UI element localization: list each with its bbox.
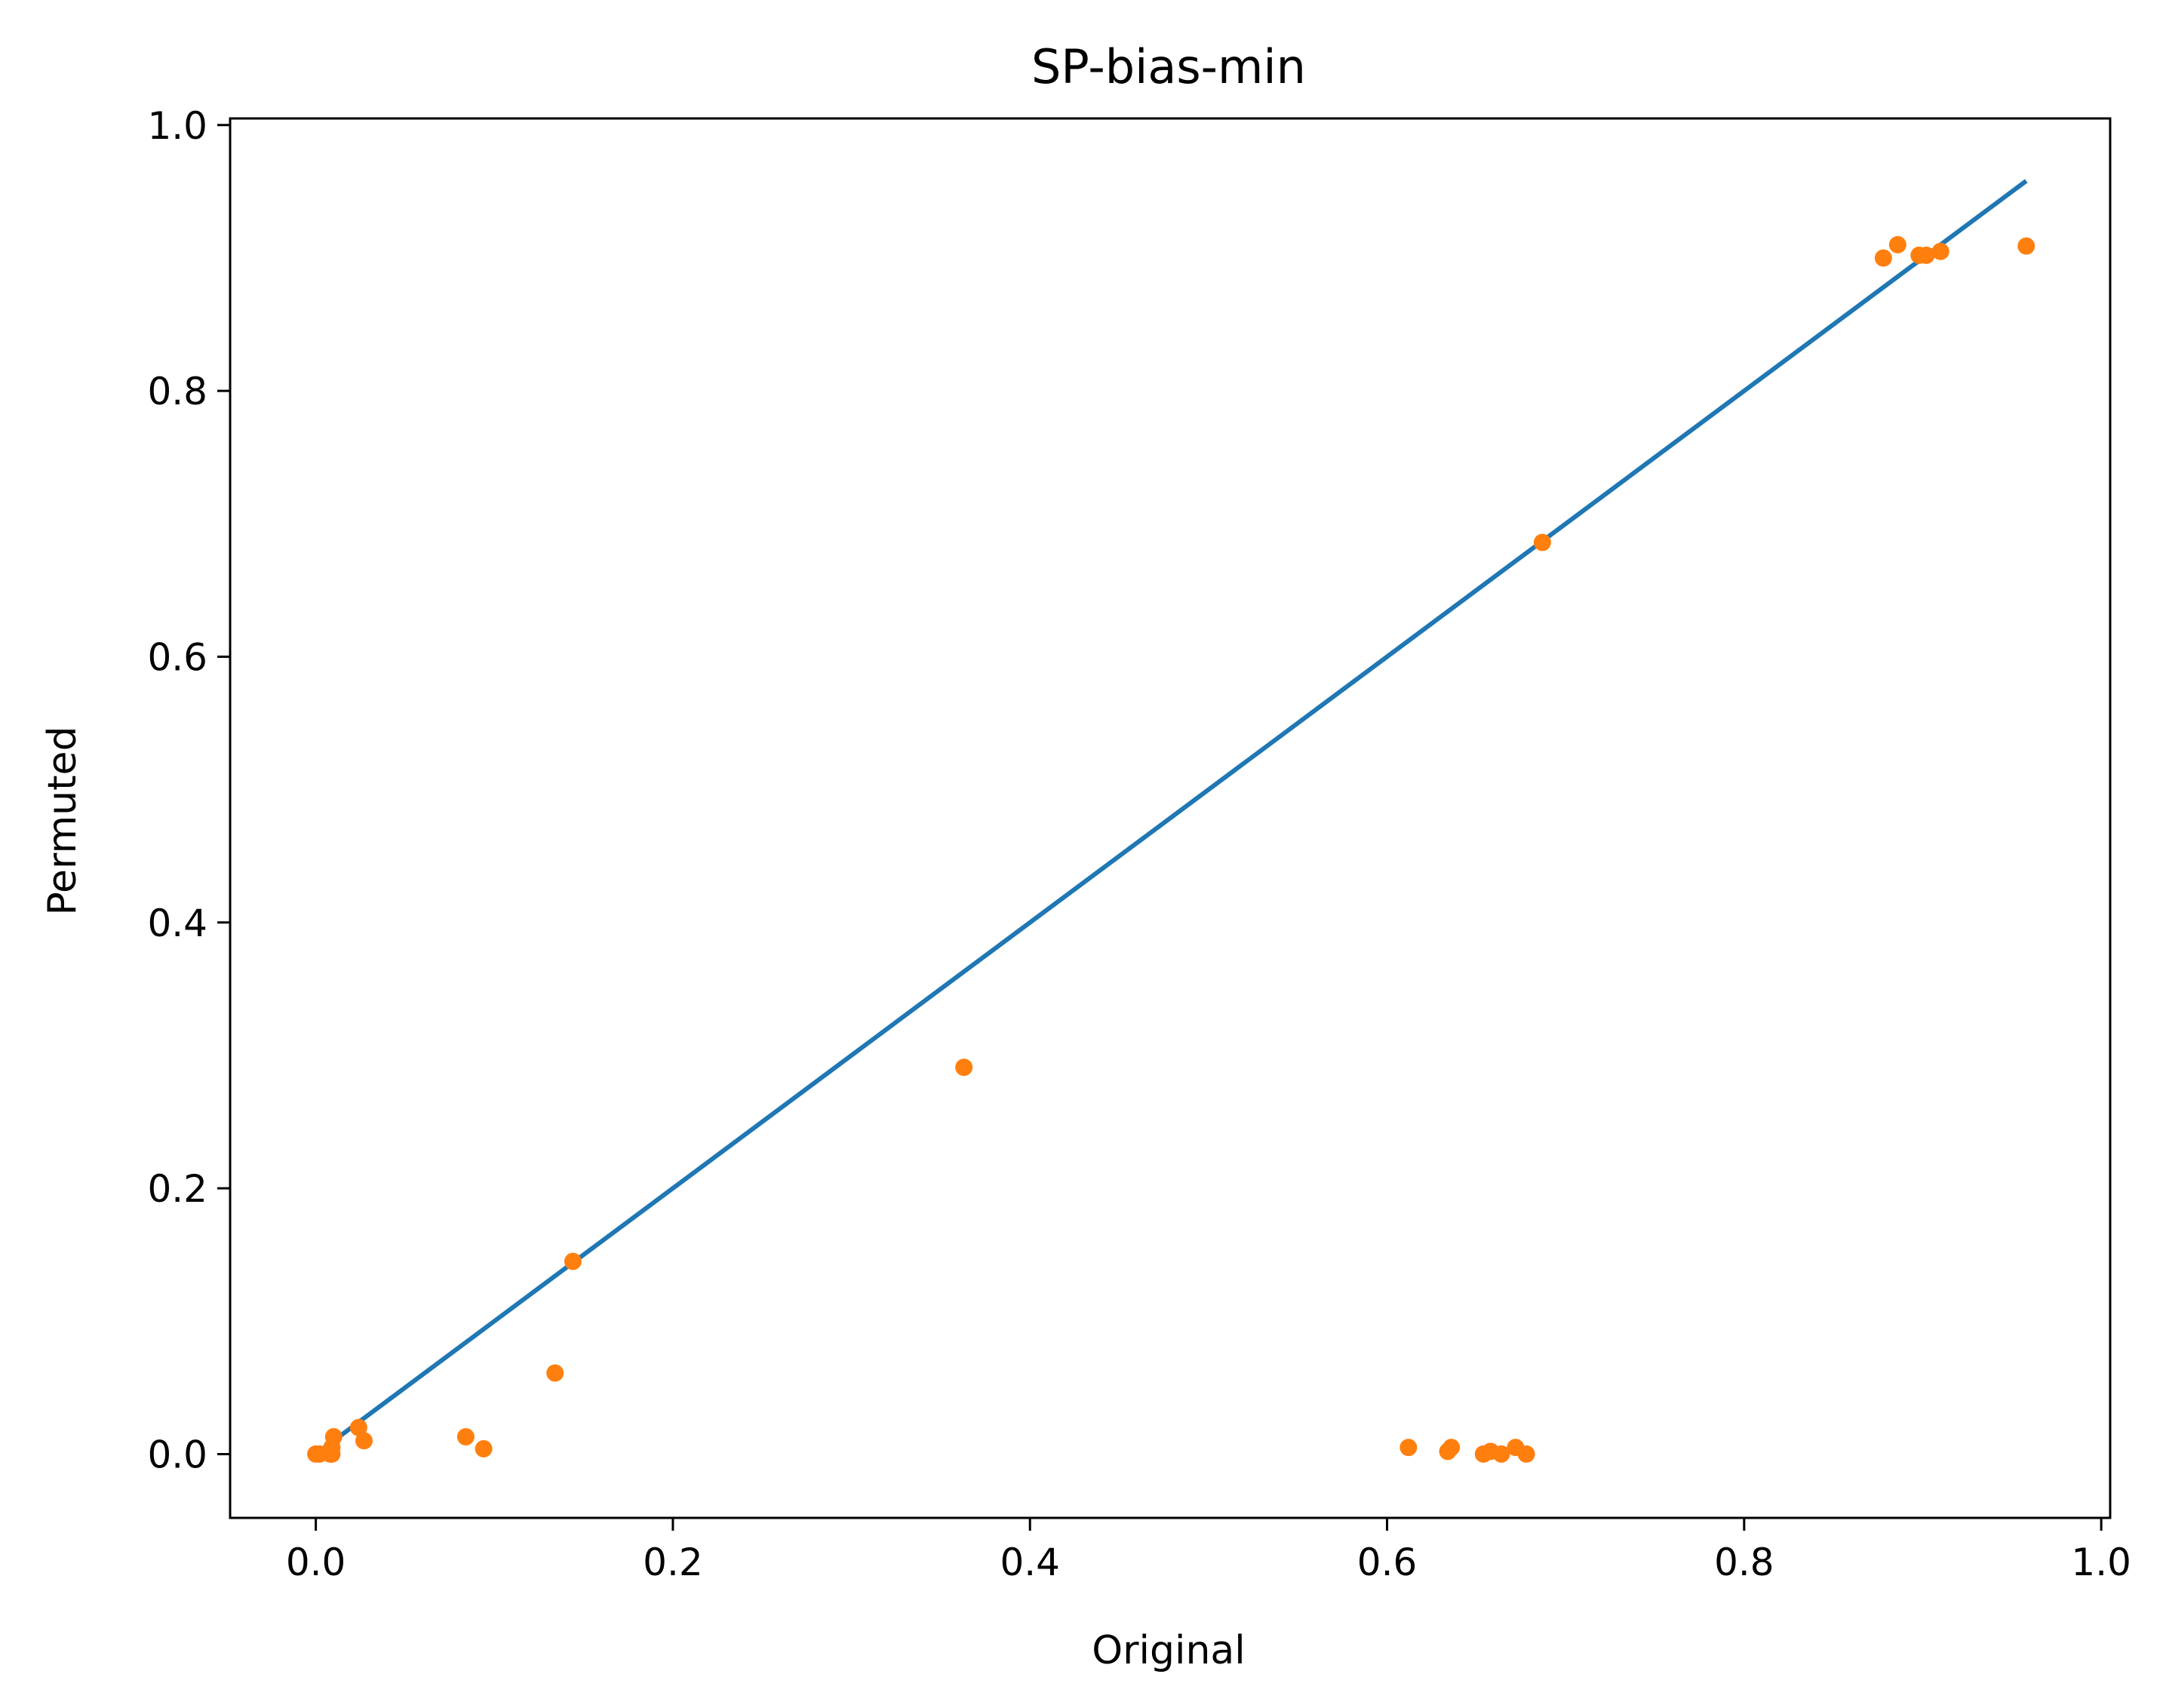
data-point (1492, 1445, 1510, 1463)
data-point (475, 1439, 493, 1458)
x-tick-label: 0.8 (1714, 1541, 1774, 1584)
data-point (1442, 1439, 1461, 1457)
axes-frame (229, 117, 2112, 1519)
data-point (349, 1418, 367, 1436)
data-point (546, 1364, 564, 1382)
axes: 0.0 0.2 0.4 0.6 0.8 1.0 0.0 0.2 0.4 0.6 0.8 1.0 (147, 104, 2131, 1584)
identity-line (314, 179, 2028, 1456)
x-tick-label: 0.4 (1000, 1541, 1060, 1584)
y-axis-label: Permuted (40, 727, 85, 916)
y-tick-label: 1.0 (147, 104, 207, 148)
data-point (324, 1428, 343, 1445)
data-point (1874, 249, 1892, 267)
plot-area (307, 179, 2035, 1463)
x-tick-label: 0.6 (1357, 1541, 1418, 1584)
data-point (323, 1445, 341, 1463)
x-tick-label: 0.0 (286, 1541, 346, 1584)
chart-title: SP-bias-min (1031, 39, 1306, 94)
data-point (355, 1432, 373, 1450)
y-tick-label: 0.4 (147, 902, 207, 945)
data-point (1917, 246, 1935, 264)
data-point (1931, 242, 1949, 260)
data-point (1533, 533, 1551, 551)
y-tick-label: 0.6 (147, 635, 207, 679)
y-tick-label: 0.2 (147, 1167, 207, 1211)
y-tick-label: 0.0 (147, 1433, 207, 1476)
data-point (2017, 237, 2035, 255)
x-axis-label: Original (1092, 1628, 1245, 1673)
data-point (1888, 235, 1906, 253)
x-tick-label: 0.2 (643, 1541, 703, 1584)
data-point (1399, 1439, 1418, 1457)
data-point (955, 1058, 973, 1077)
data-point (1517, 1445, 1535, 1463)
y-tick-label: 0.8 (147, 370, 207, 413)
x-tick-label: 1.0 (2071, 1541, 2131, 1584)
data-point (456, 1428, 475, 1445)
data-point (564, 1252, 582, 1270)
